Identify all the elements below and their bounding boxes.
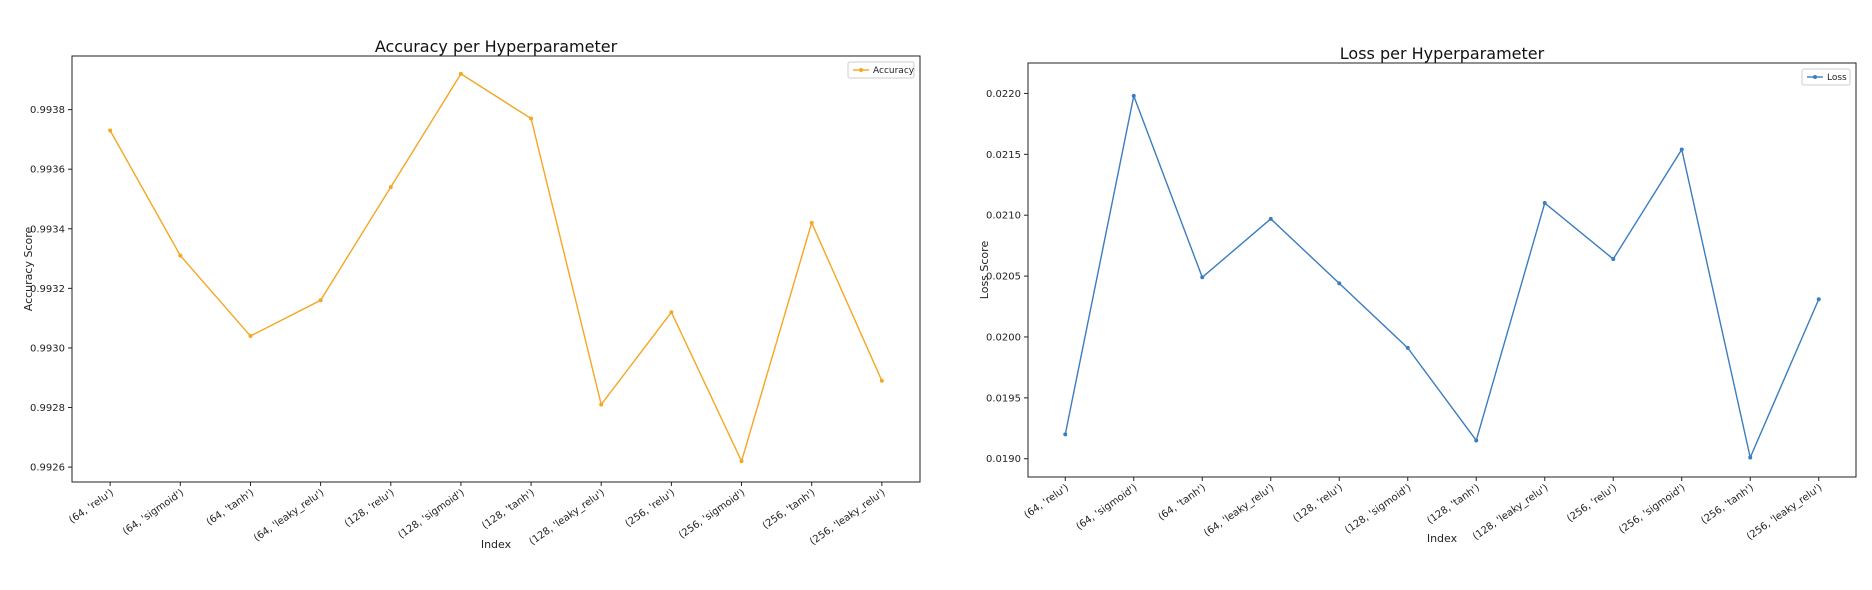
loss-y-tick-label: 0.0215 [986, 150, 1021, 161]
accuracy-x-tick-label: (256, 'leaky_relu') [808, 487, 888, 547]
accuracy-y-tick-label: 0.9938 [30, 105, 65, 116]
loss-data-point [1611, 257, 1616, 262]
loss-plot-frame [1027, 62, 1857, 478]
accuracy-data-point [318, 298, 323, 303]
accuracy-y-tick-label: 0.9926 [30, 463, 65, 474]
loss-x-tick-label: (128, 'leaky_relu') [1471, 482, 1551, 542]
loss-legend [1801, 68, 1851, 86]
accuracy-legend [847, 61, 915, 79]
loss-x-axis-title: Index [1427, 532, 1458, 545]
accuracy-x-axis-title: Index [481, 538, 512, 551]
accuracy-y-tick-label: 0.9930 [30, 343, 65, 354]
loss-x-tick-label: (256, 'leaky_relu') [1745, 482, 1825, 542]
accuracy-data-point [388, 185, 393, 190]
loss-y-tick-label: 0.0200 [986, 332, 1021, 343]
accuracy-x-tick-label: (128, 'sigmoid') [396, 487, 466, 541]
accuracy-data-point [529, 116, 534, 121]
accuracy-x-tick-label: (256, 'tanh') [761, 487, 818, 531]
accuracy-data-point [458, 71, 463, 76]
accuracy-y-tick-label: 0.9936 [30, 165, 65, 176]
loss-y-tick-label: 0.0210 [986, 211, 1021, 222]
loss-x-tick-label: (128, 'sigmoid') [1343, 482, 1413, 536]
accuracy-x-tick-label: (64, 'sigmoid') [121, 487, 186, 537]
loss-data-point [1268, 216, 1273, 221]
loss-series-line [1064, 93, 1820, 460]
accuracy-y-tick-label: 0.9934 [30, 224, 65, 235]
loss-data-point [1474, 438, 1479, 443]
loss-x-tick-label: (256, 'relu') [1565, 482, 1619, 524]
accuracy-data-point [108, 128, 113, 133]
accuracy-chart-title: Accuracy per Hyperparameter [375, 37, 618, 56]
loss-y-tick-label: 0.0190 [986, 454, 1021, 465]
accuracy-data-point [669, 310, 674, 315]
loss-y-axis-title: Loss Score [978, 241, 991, 300]
accuracy-x-tick-label: (256, 'sigmoid') [677, 487, 747, 541]
accuracy-data-point [809, 220, 814, 225]
accuracy-series-line [109, 72, 883, 464]
loss-x-tick-label: (64, 'relu') [1022, 482, 1071, 521]
loss-data-point [1131, 93, 1136, 98]
accuracy-x-tick-label: (64, 'tanh') [205, 487, 257, 528]
loss-data-point [1748, 455, 1753, 460]
loss-legend-label: Loss [1827, 73, 1847, 83]
accuracy-chart: Accuracy per Hyperparameter 0.9926 0.9928 0… [22, 37, 921, 551]
loss-data-point [1200, 275, 1205, 280]
accuracy-data-point [248, 334, 253, 339]
loss-x-tick-label: (64, 'tanh') [1157, 482, 1209, 523]
accuracy-x-tick-label: (256, 'relu') [623, 487, 677, 529]
loss-chart-svg: Loss per Hyperparameter 0.0190 0.0195 0.020… [978, 44, 1857, 545]
loss-x-tick-label: (128, 'tanh') [1425, 482, 1482, 526]
accuracy-data-point [599, 402, 604, 407]
accuracy-x-tick-label: (64, 'leaky_relu') [252, 487, 326, 544]
loss-data-point [1679, 147, 1684, 152]
loss-data-point [1542, 201, 1547, 206]
accuracy-x-tick-label: (128, 'relu') [343, 487, 397, 529]
accuracy-x-tick-label: (128, 'leaky_relu') [527, 487, 607, 547]
loss-legend-marker [1813, 75, 1817, 79]
loss-data-point [1816, 297, 1821, 302]
accuracy-legend-label: Accuracy [873, 66, 915, 76]
accuracy-y-tick-label: 0.9928 [30, 403, 65, 414]
loss-y-tick-label: 0.0220 [986, 89, 1021, 100]
accuracy-x-tick-label: (64, 'relu') [67, 487, 116, 526]
loss-data-point [1405, 345, 1410, 350]
loss-x-tick-label: (128, 'relu') [1291, 482, 1345, 524]
accuracy-data-point [178, 253, 183, 258]
accuracy-y-tick-label: 0.9932 [30, 284, 65, 295]
loss-x-tick-label: (64, 'sigmoid') [1074, 482, 1139, 532]
loss-y-tick-label: 0.0205 [986, 272, 1021, 283]
accuracy-chart-svg: Accuracy per Hyperparameter 0.9926 0.9928 0… [22, 37, 921, 551]
loss-chart-title: Loss per Hyperparameter [1340, 44, 1545, 63]
accuracy-y-axis-title: Accuracy Score [22, 227, 35, 312]
loss-data-point [1063, 432, 1068, 437]
loss-x-tick-label: (256, 'sigmoid') [1617, 482, 1687, 536]
loss-x-tick-label: (256, 'tanh') [1699, 482, 1756, 526]
accuracy-plot-frame [71, 55, 921, 483]
accuracy-data-point [879, 378, 884, 383]
accuracy-data-point [739, 459, 744, 464]
loss-data-point [1337, 281, 1342, 286]
loss-x-tick-label: (64, 'leaky_relu') [1202, 482, 1276, 539]
accuracy-legend-marker [859, 68, 863, 72]
loss-y-tick-label: 0.0195 [986, 393, 1021, 404]
accuracy-x-tick-label: (128, 'tanh') [480, 487, 537, 531]
loss-chart: Loss per Hyperparameter 0.0190 0.0195 0.020… [936, 0, 1872, 590]
